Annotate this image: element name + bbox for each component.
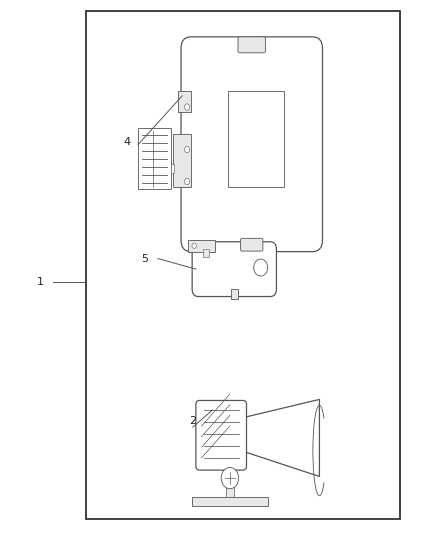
Circle shape	[184, 104, 190, 110]
Bar	[138, 128, 171, 189]
Bar	[177, 91, 191, 112]
FancyBboxPatch shape	[240, 238, 263, 251]
Text: 4: 4	[124, 136, 131, 147]
Circle shape	[184, 178, 190, 184]
Bar	[171, 164, 174, 173]
Text: 1: 1	[36, 278, 43, 287]
Circle shape	[184, 147, 190, 153]
Bar	[231, 289, 238, 298]
FancyBboxPatch shape	[238, 37, 265, 53]
Text: 5: 5	[141, 254, 148, 263]
Bar	[203, 249, 209, 257]
Bar	[188, 240, 215, 252]
Circle shape	[254, 259, 268, 276]
Circle shape	[192, 243, 196, 248]
Text: 2: 2	[189, 416, 196, 426]
Bar	[226, 480, 234, 497]
FancyBboxPatch shape	[196, 400, 247, 470]
Bar	[192, 497, 268, 506]
FancyBboxPatch shape	[181, 37, 322, 252]
Bar	[86, 11, 400, 519]
Circle shape	[221, 467, 239, 489]
Bar	[173, 134, 191, 187]
Polygon shape	[241, 399, 319, 477]
Bar	[228, 91, 285, 187]
FancyBboxPatch shape	[192, 242, 276, 296]
